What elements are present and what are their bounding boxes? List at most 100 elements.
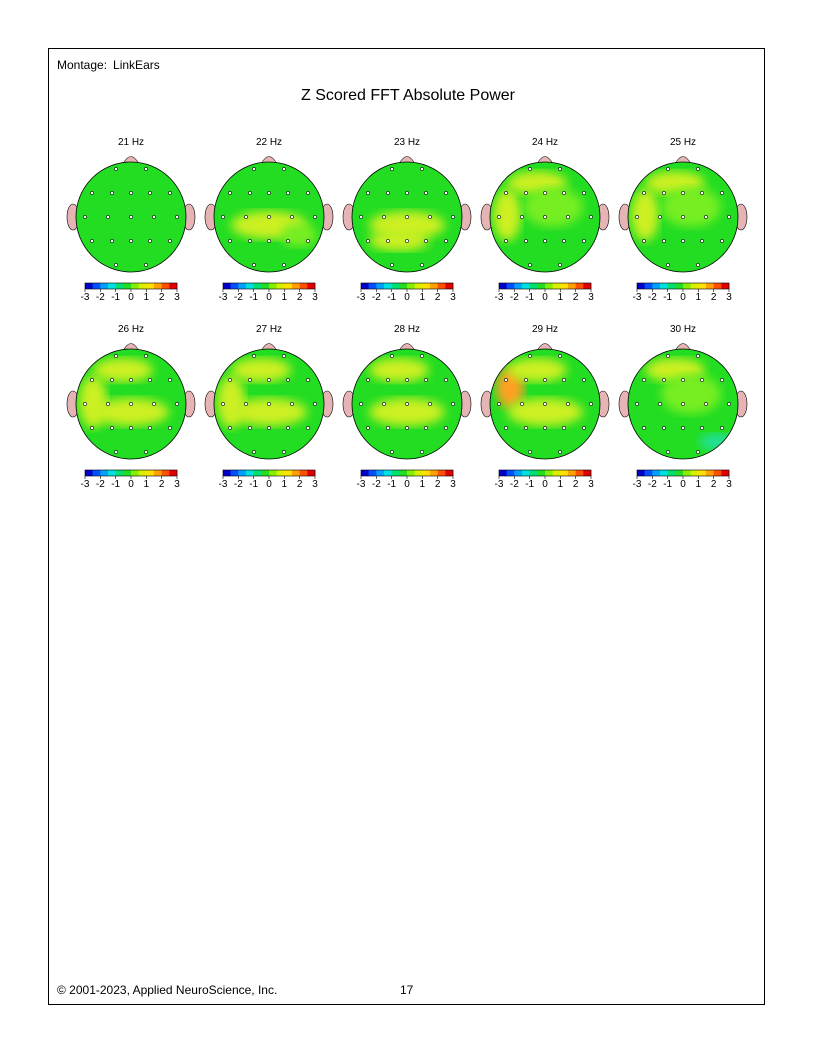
electrode-marker [148,191,152,195]
colorbar-segment [430,283,438,289]
electrode-marker [386,426,390,430]
colorbar-segment [115,470,124,476]
colorbar-segment [269,283,277,289]
colorbar-segment [698,470,707,476]
electrode-marker [528,167,532,171]
colorbar-tick-label: -2 [509,292,519,303]
activity-region [507,398,583,426]
colorbar-segment [376,283,385,289]
electrode-marker [144,167,148,171]
electrode-marker [129,215,133,219]
colorbar-segment [652,470,661,476]
electrode-marker [366,191,370,195]
colorbar-segment [422,470,431,476]
colorbar-tick-label: -2 [371,479,381,490]
colorbar-segment [637,283,645,289]
colorbar-tick-label: 2 [296,292,303,303]
colorbar-segment [713,470,722,476]
colorbar-segment [100,283,109,289]
activity-region [523,187,583,227]
electrode-marker [83,402,87,406]
electrode-marker [543,215,547,219]
head-outline [213,348,325,460]
electrode-marker [129,239,133,243]
electrode-marker [366,426,370,430]
colorbar-segment [368,470,377,476]
colorbar-segment [560,470,569,476]
colorbar-segment [575,283,584,289]
electrode-marker [700,378,704,382]
colorbar-tick-label: -1 [249,292,259,303]
colorbar-segment [391,283,400,289]
colorbar-segment [299,470,308,476]
colorbar-tick-label: 2 [710,292,717,303]
activity-region [231,358,291,382]
activity-region [217,376,245,428]
electrode-marker [306,239,310,243]
electrode-marker [129,378,133,382]
colorbar-tick-label: 2 [296,479,303,490]
electrode-marker [252,354,256,358]
colorbar-segment [391,470,400,476]
colorbar-segment [230,283,239,289]
colorbar-tick-label: 2 [710,479,717,490]
colorbar-segment [407,283,415,289]
colorbar-tick-label: 0 [266,479,272,490]
colorbar-tick-label: 0 [128,479,134,490]
colorbar-segment [246,470,254,476]
electrode-marker [110,426,114,430]
colorbar-segment [445,283,454,289]
electrode-marker [543,426,547,430]
electrode-marker [420,354,424,358]
electrode-marker [543,378,547,382]
colorbar-tick-label: -3 [80,479,90,490]
electrode-marker [662,426,666,430]
colorbar-scale: -3 -2 -1 0 1 2 3 [475,479,615,491]
electrode-marker [700,426,704,430]
colorbar-segment [683,283,691,289]
head-outline [75,161,187,273]
electrode-marker [635,215,639,219]
colorbar-segment [437,283,446,289]
electrode-marker [252,450,256,454]
colorbar-segment [253,470,262,476]
electrode-marker [524,191,528,195]
colorbar-segment [706,470,714,476]
head-map [204,343,334,479]
electrode-marker [696,263,700,267]
electrode-marker [562,378,566,382]
colorbar-segment [675,283,684,289]
electrode-marker [428,215,432,219]
electrode-marker [428,402,432,406]
colorbar-segment [146,470,155,476]
electrode-marker [313,402,317,406]
colorbar-segment [123,470,132,476]
colorbar-segment [545,470,553,476]
electrode-marker [114,354,118,358]
colorbar-tick-label: 3 [312,292,318,303]
electrode-marker [720,191,724,195]
head-map [342,343,472,479]
frequency-label: 21 Hz [117,137,145,148]
electrode-marker [524,426,528,430]
activity-region [661,187,721,227]
electrode-marker [424,378,428,382]
electrode-marker [444,239,448,243]
electrode-marker [424,191,428,195]
activity-region [79,376,107,428]
colorbar-tick-label: 0 [404,292,410,303]
colorbar-tick-label: 0 [680,292,686,303]
colorbar-tick-label: 1 [557,479,564,490]
electrode-marker [635,402,639,406]
colorbar-segment [238,283,247,289]
colorbar-segment [667,470,676,476]
colorbar-tick-label: 3 [588,479,594,490]
colorbar-tick-label: -2 [95,479,105,490]
electrode-marker [662,378,666,382]
activity-region [507,358,567,382]
electrode-marker [129,426,133,430]
colorbar-tick-label: 0 [404,479,410,490]
electrode-marker [528,450,532,454]
electrode-marker [566,402,570,406]
head-map [342,156,472,292]
